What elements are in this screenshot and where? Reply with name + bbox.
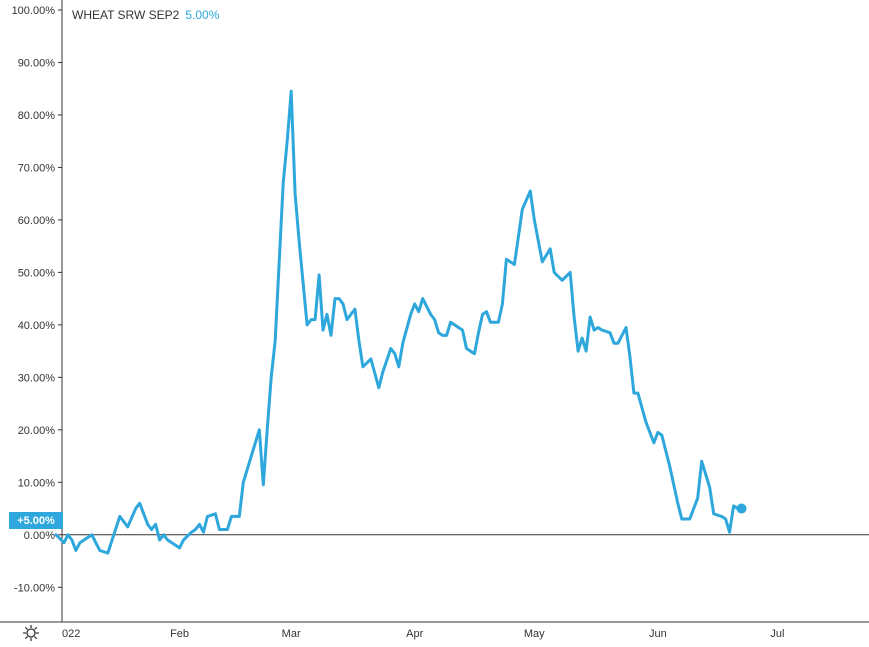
y-tick-label: 100.00% xyxy=(12,5,56,17)
y-tick-label: 60.00% xyxy=(18,215,56,227)
x-tick-label: Mar xyxy=(282,628,301,640)
x-tick-label: Jun xyxy=(649,628,667,640)
legend-symbol: WHEAT SRW SEP2 xyxy=(72,8,180,22)
y-tick-label: -10.00% xyxy=(14,582,55,594)
y-tick-label: 10.00% xyxy=(18,477,56,489)
y-axis-ticks: -10.00% 0.00% 10.00% 20.00% 30.00% 40.00% 50.0… xyxy=(12,5,62,594)
x-tick-label: Apr xyxy=(406,628,423,640)
legend-value: 5.00% xyxy=(185,8,220,22)
x-tick-label: 022 xyxy=(62,628,80,640)
x-axis-ticks: 022 Feb Mar Apr May Jun Jul xyxy=(62,628,784,640)
legend: WHEAT SRW SEP2 5.00% xyxy=(72,8,219,22)
y-tick-label: 50.00% xyxy=(18,267,56,279)
last-value-dot xyxy=(736,503,747,514)
y-tick-label: 40.00% xyxy=(18,320,56,332)
y-tick-label: 80.00% xyxy=(18,110,56,122)
gear-icon[interactable] xyxy=(22,624,40,642)
series-line-wheat xyxy=(54,89,744,555)
y-tick-label: 0.00% xyxy=(24,530,55,542)
y-tick-label: 20.00% xyxy=(18,425,56,437)
last-value-badge: +5.00% xyxy=(9,512,63,529)
y-tick-label: 70.00% xyxy=(18,162,56,174)
x-tick-label: Feb xyxy=(170,628,189,640)
y-tick-label: 90.00% xyxy=(18,57,56,69)
x-tick-label: Jul xyxy=(770,628,784,640)
x-tick-label: May xyxy=(524,628,545,640)
y-tick-label: 30.00% xyxy=(18,372,56,384)
